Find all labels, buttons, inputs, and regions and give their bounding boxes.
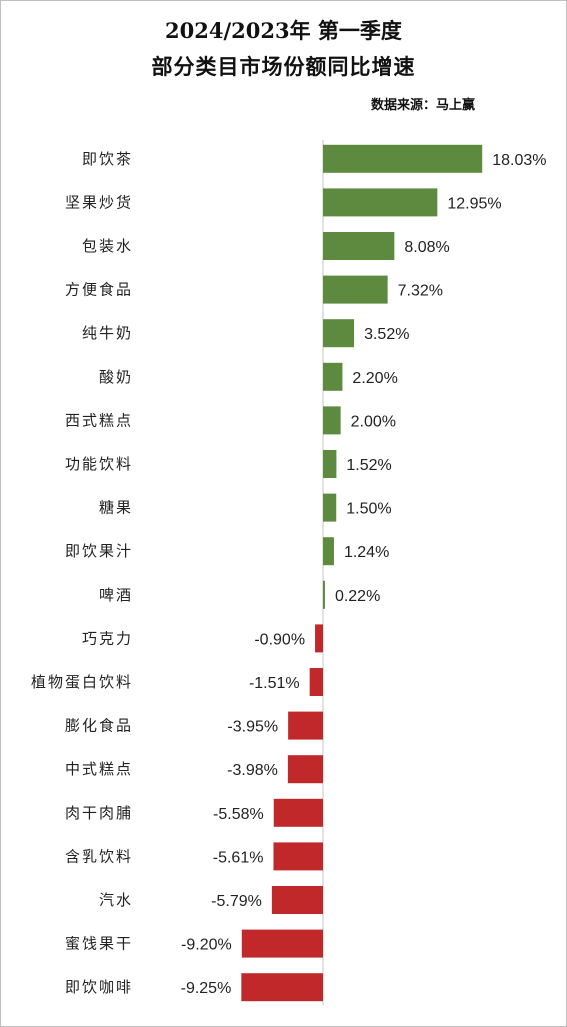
value-label-1: 18.03% — [492, 152, 546, 169]
value-label-15: -3.98% — [227, 762, 278, 779]
value-label-13: -1.51% — [249, 675, 300, 692]
data-source-note: 数据来源：马上赢 — [371, 98, 476, 113]
bar-4 — [323, 275, 388, 304]
bar-2 — [323, 188, 438, 217]
value-label-6: 2.20% — [352, 370, 397, 387]
value-label-12: -0.90% — [254, 631, 305, 648]
bar-13 — [309, 668, 323, 696]
bar-8 — [323, 450, 337, 478]
category-label-13: 植物蛋白饮料 — [31, 673, 133, 691]
bar-7 — [323, 406, 341, 435]
category-label-20: 即饮咖啡 — [65, 978, 133, 996]
bar-11 — [323, 580, 325, 609]
category-label-18: 汽水 — [99, 891, 133, 909]
value-label-20: -9.25% — [181, 980, 232, 997]
value-label-14: -3.95% — [227, 719, 278, 736]
value-label-18: -5.79% — [211, 893, 262, 910]
bar-16 — [273, 798, 323, 827]
category-label-19: 蜜饯果干 — [65, 935, 133, 953]
value-label-2: 12.95% — [447, 195, 501, 212]
bar-3 — [323, 232, 395, 260]
category-label-6: 酸奶 — [99, 368, 133, 386]
category-label-10: 即饮果汁 — [65, 542, 133, 560]
category-label-11: 啤酒 — [99, 586, 133, 604]
value-label-8: 1.52% — [346, 457, 391, 474]
category-label-4: 方便食品 — [65, 281, 133, 299]
value-label-16: -5.58% — [213, 806, 264, 823]
bar-20 — [241, 973, 323, 1002]
value-label-10: 1.24% — [344, 544, 389, 561]
category-label-14: 膨化食品 — [65, 717, 133, 735]
bar-14 — [288, 711, 323, 740]
category-label-7: 西式糕点 — [65, 411, 133, 429]
value-label-7: 2.00% — [351, 413, 396, 430]
bar-18 — [271, 886, 323, 914]
chart-title-line1: 2024/2023年 第一季度 — [165, 18, 402, 43]
category-label-3: 包装水 — [82, 237, 133, 255]
category-label-1: 即饮茶 — [82, 150, 133, 168]
category-label-2: 坚果炒货 — [65, 193, 133, 211]
category-label-5: 纯牛奶 — [82, 324, 133, 342]
category-label-15: 中式糕点 — [65, 760, 133, 778]
category-label-8: 功能饮料 — [65, 455, 133, 473]
bar-5 — [323, 319, 355, 348]
category-label-9: 糖果 — [99, 499, 133, 517]
bar-19 — [241, 929, 323, 958]
bar-12 — [315, 624, 323, 653]
value-label-17: -5.61% — [213, 849, 264, 866]
category-label-16: 肉干肉脯 — [65, 804, 133, 822]
bar-15 — [287, 755, 323, 784]
bar-9 — [323, 493, 337, 522]
bar-1 — [323, 144, 483, 173]
bar-17 — [273, 842, 323, 871]
value-label-19: -9.20% — [181, 937, 232, 954]
category-label-17: 含乳饮料 — [65, 847, 133, 865]
value-label-9: 1.50% — [346, 501, 391, 518]
value-label-3: 8.08% — [404, 239, 449, 256]
bar-10 — [323, 537, 334, 566]
value-label-5: 3.52% — [364, 326, 409, 343]
value-label-4: 7.32% — [398, 283, 443, 300]
value-label-11: 0.22% — [335, 588, 380, 605]
bar-6 — [323, 362, 343, 391]
category-label-12: 巧克力 — [82, 629, 133, 647]
chart-title-line2: 部分类目市场份额同比增速 — [151, 54, 416, 79]
